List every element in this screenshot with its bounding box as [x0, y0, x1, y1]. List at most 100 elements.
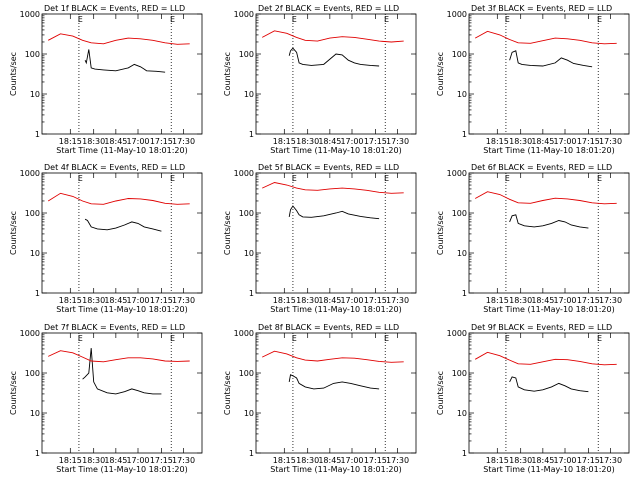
chart-title: Det 3f BLACK = Events, RED = LLD — [471, 4, 612, 13]
x-tick-label: 17:15 — [150, 137, 173, 146]
marker-label: E — [384, 174, 389, 183]
x-tick-label: 18:45 — [318, 296, 341, 305]
chart-title: Det 5f BLACK = Events, RED = LLD — [258, 163, 399, 172]
x-axis-label: Start Time (11-May-10 18:01:20) — [56, 146, 187, 155]
y-tick-label: 100 — [239, 369, 254, 378]
x-tick-label: 18:30 — [82, 137, 105, 146]
chart-panel-4: Det 4f BLACK = Events, RED = LLD 1 10 100 10… — [9, 163, 203, 314]
events-series-line — [84, 218, 162, 232]
events-series-line — [509, 50, 593, 68]
marker-label: E — [384, 15, 389, 24]
x-tick-label: 17:00 — [126, 137, 149, 146]
y-tick-label: 10 — [244, 90, 254, 99]
chart-title: Det 9f BLACK = Events, RED = LLD — [471, 323, 612, 332]
x-tick-label: 18:15 — [273, 456, 296, 465]
y-tick-label: 100 — [452, 369, 467, 378]
x-tick-label: 17:15 — [577, 296, 600, 305]
marker-label: E — [597, 174, 602, 183]
y-tick-label: 100 — [239, 50, 254, 59]
x-tick-label: 18:30 — [509, 137, 532, 146]
chart-title: Det 4f BLACK = Events, RED = LLD — [44, 163, 185, 172]
x-tick-label: 18:30 — [509, 456, 532, 465]
chart-title: Det 6f BLACK = Events, RED = LLD — [471, 163, 612, 172]
chart-panel-6: Det 6f BLACK = Events, RED = LLD 1 10 100 10… — [436, 163, 630, 314]
x-tick-label: 17:15 — [364, 456, 387, 465]
events-series-line — [288, 47, 380, 67]
chart-panel-7: Det 7f BLACK = Events, RED = LLD 1 10 100 10… — [9, 323, 203, 474]
chart-panel-1: Det 1f BLACK = Events, RED = LLD 1 10 100 10… — [9, 4, 203, 155]
marker-label: E — [292, 174, 297, 183]
y-tick-label: 1000 — [447, 329, 467, 338]
x-tick-label: 18:45 — [318, 137, 341, 146]
y-tick-label: 10 — [30, 90, 40, 99]
x-tick-label: 17:00 — [553, 456, 576, 465]
x-tick-label: 17:30 — [599, 456, 622, 465]
y-axis-label: Counts/sec — [436, 52, 445, 96]
x-tick-label: 17:30 — [386, 137, 409, 146]
chart-panel-5: Det 5f BLACK = Events, RED = LLD 1 10 100 10… — [223, 163, 417, 314]
marker-label: E — [78, 334, 83, 343]
x-tick-label: 17:00 — [126, 456, 149, 465]
events-series-line — [84, 49, 166, 73]
x-axis-label: Start Time (11-May-10 18:01:20) — [56, 305, 187, 314]
plot-frame — [468, 332, 630, 454]
x-axis-label: Start Time (11-May-10 18:01:20) — [270, 146, 401, 155]
y-tick-label: 1000 — [447, 169, 467, 178]
y-tick-label: 10 — [457, 249, 467, 258]
x-tick-label: 17:30 — [599, 137, 622, 146]
lld-series-line — [474, 351, 617, 366]
y-tick-label: 1000 — [234, 329, 254, 338]
plot-frame — [41, 332, 203, 454]
y-axis-label: Counts/sec — [223, 371, 232, 415]
x-tick-label: 17:30 — [599, 296, 622, 305]
y-axis-label: Counts/sec — [9, 371, 18, 415]
y-tick-label: 100 — [239, 209, 254, 218]
marker-label: E — [505, 174, 510, 183]
x-tick-label: 17:00 — [340, 137, 363, 146]
marker-label: E — [597, 334, 602, 343]
y-axis-label: Counts/sec — [223, 211, 232, 255]
lld-series-line — [47, 33, 190, 45]
y-tick-label: 1000 — [234, 169, 254, 178]
marker-label: E — [170, 334, 175, 343]
y-tick-label: 100 — [452, 209, 467, 218]
x-tick-label: 18:30 — [82, 456, 105, 465]
x-axis-label: Start Time (11-May-10 18:01:20) — [270, 465, 401, 474]
y-tick-label: 1000 — [234, 10, 254, 19]
x-tick-label: 18:15 — [486, 456, 509, 465]
y-tick-label: 100 — [452, 50, 467, 59]
plot-frame — [41, 13, 203, 135]
y-tick-label: 1 — [462, 289, 467, 298]
y-tick-label: 10 — [244, 249, 254, 258]
x-tick-label: 17:00 — [340, 456, 363, 465]
lld-series-line — [474, 30, 617, 45]
y-tick-label: 1 — [35, 130, 40, 139]
lld-series-line — [47, 192, 190, 205]
x-tick-label: 17:00 — [553, 296, 576, 305]
x-axis-label: Start Time (11-May-10 18:01:20) — [56, 465, 187, 474]
plot-frame — [255, 172, 417, 294]
plot-frame — [255, 332, 417, 454]
x-tick-label: 17:15 — [364, 137, 387, 146]
events-series-line — [509, 214, 589, 229]
y-tick-label: 1 — [35, 449, 40, 458]
plot-frame — [255, 13, 417, 135]
x-tick-label: 17:15 — [577, 456, 600, 465]
y-tick-label: 10 — [244, 409, 254, 418]
chart-title: Det 8f BLACK = Events, RED = LLD — [258, 323, 399, 332]
x-axis-label: Start Time (11-May-10 18:01:20) — [270, 305, 401, 314]
x-tick-label: 18:15 — [59, 296, 82, 305]
x-tick-label: 18:15 — [273, 296, 296, 305]
events-series-line — [288, 205, 380, 220]
y-tick-label: 1 — [249, 289, 254, 298]
y-tick-label: 1 — [462, 449, 467, 458]
x-tick-label: 18:30 — [296, 137, 319, 146]
y-tick-label: 10 — [30, 249, 40, 258]
y-tick-label: 1 — [462, 130, 467, 139]
marker-label: E — [78, 174, 83, 183]
y-tick-label: 100 — [25, 209, 40, 218]
y-tick-label: 10 — [457, 90, 467, 99]
chart-title: Det 2f BLACK = Events, RED = LLD — [258, 4, 399, 13]
